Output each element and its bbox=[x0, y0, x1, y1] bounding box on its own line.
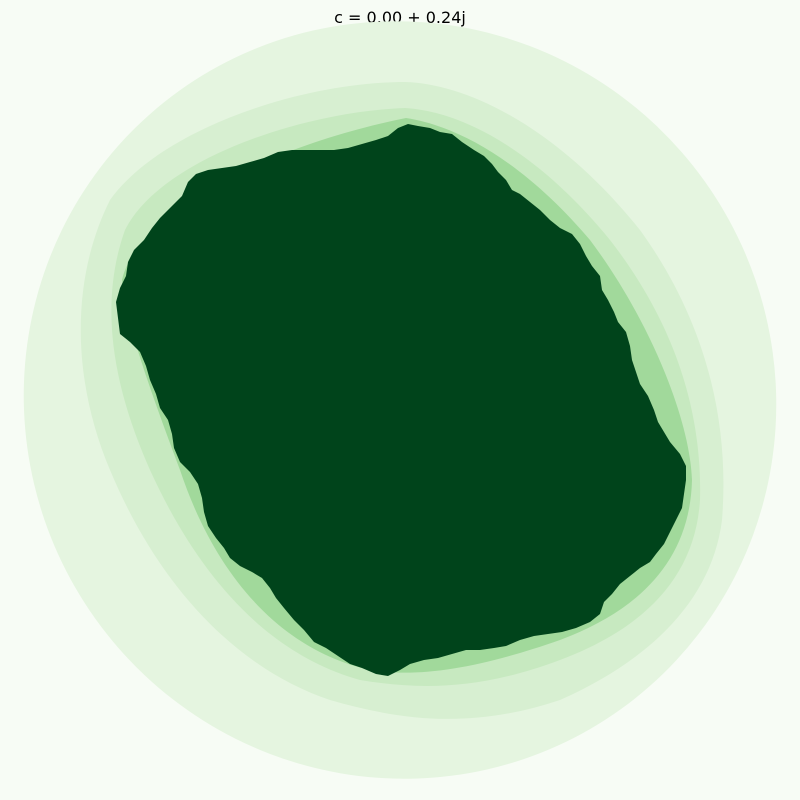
julia-set-interior bbox=[116, 124, 686, 676]
plot-title: c = 0.00 + 0.24j bbox=[334, 8, 466, 27]
